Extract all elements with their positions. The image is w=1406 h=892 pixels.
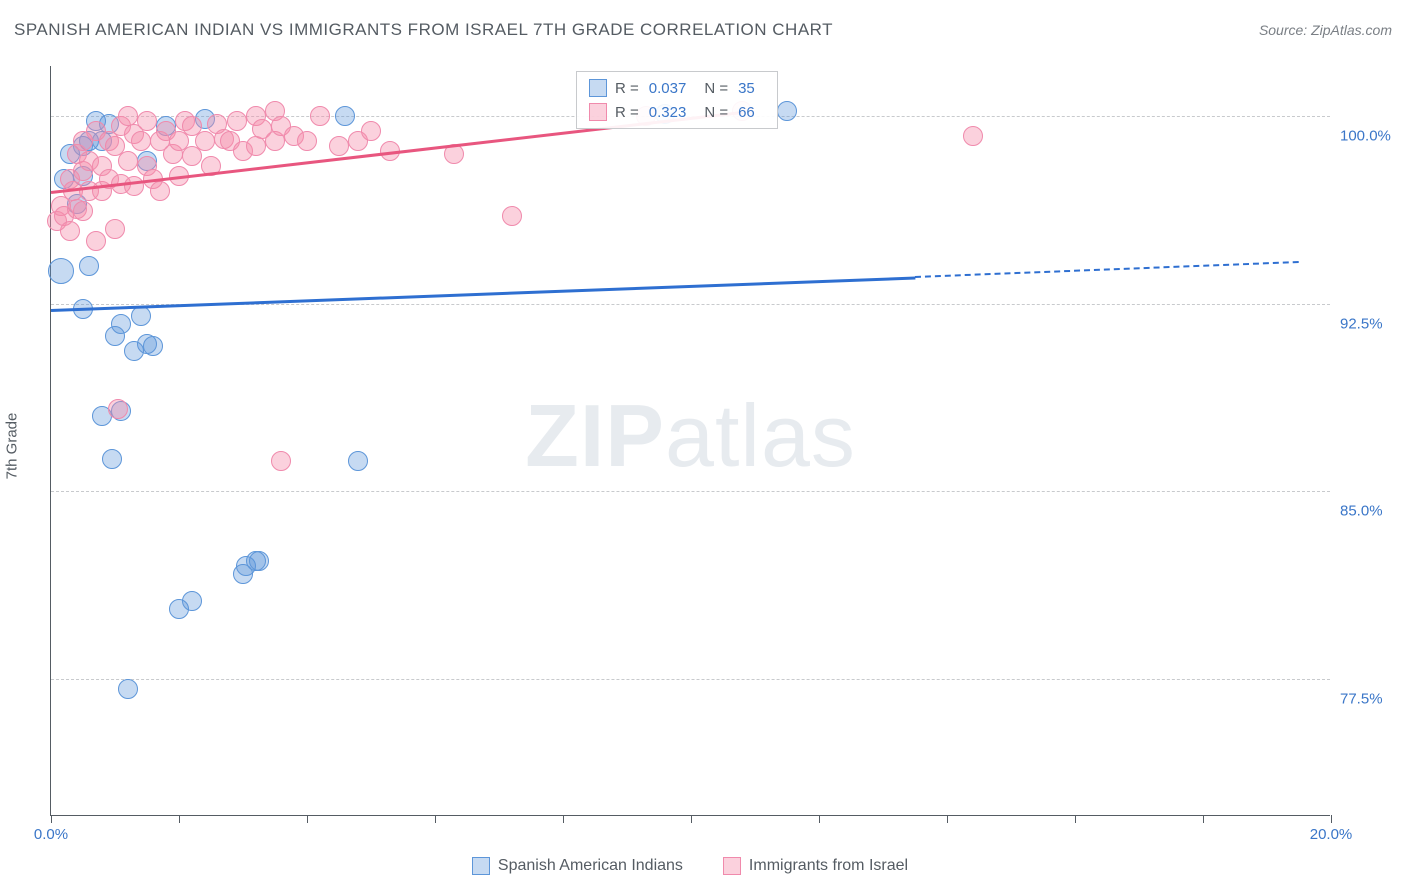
x-tick [1203, 815, 1204, 823]
x-tick [691, 815, 692, 823]
data-point [79, 256, 99, 276]
data-point [348, 451, 368, 471]
x-tick [179, 815, 180, 823]
data-point [502, 206, 522, 226]
data-point [48, 258, 74, 284]
correlation-legend: R = 0.037 N = 35 R = 0.323 N = 66 [576, 71, 778, 129]
corr-n-label: N = [704, 80, 728, 97]
x-tick [819, 815, 820, 823]
watermark-rest: atlas [665, 385, 856, 484]
data-point [102, 449, 122, 469]
legend-item: Spanish American Indians [472, 857, 683, 875]
corr-r-value: 0.323 [649, 104, 687, 121]
data-point [310, 106, 330, 126]
plot-area: ZIPatlas 77.5%85.0%92.5%100.0%0.0%20.0%R… [50, 66, 1330, 816]
y-tick-label: 100.0% [1340, 128, 1400, 145]
legend-swatch [472, 857, 490, 875]
corr-n-label: N = [704, 104, 728, 121]
data-point [182, 591, 202, 611]
watermark-bold: ZIP [525, 385, 665, 484]
y-tick-label: 85.0% [1340, 503, 1400, 520]
data-point [246, 136, 266, 156]
x-tick-label: 20.0% [1310, 826, 1353, 843]
x-tick-label: 0.0% [34, 826, 68, 843]
corr-r-label: R = [615, 80, 639, 97]
watermark: ZIPatlas [525, 384, 856, 486]
corr-r-value: 0.037 [649, 80, 687, 97]
data-point [963, 126, 983, 146]
legend-swatch [723, 857, 741, 875]
legend-item: Immigrants from Israel [723, 857, 908, 875]
x-tick [435, 815, 436, 823]
data-point [143, 336, 163, 356]
data-point [60, 221, 80, 241]
chart-header: SPANISH AMERICAN INDIAN VS IMMIGRANTS FR… [14, 20, 1392, 40]
data-point [335, 106, 355, 126]
correlation-row: R = 0.037 N = 35 [577, 76, 777, 100]
chart-source: Source: ZipAtlas.com [1259, 22, 1392, 38]
data-point [361, 121, 381, 141]
data-point [150, 181, 170, 201]
x-tick [947, 815, 948, 823]
y-axis-label: 7th Grade [4, 413, 21, 480]
data-point [329, 136, 349, 156]
y-tick-label: 92.5% [1340, 315, 1400, 332]
data-point [118, 679, 138, 699]
data-point [86, 231, 106, 251]
x-tick [563, 815, 564, 823]
gridline [51, 491, 1330, 492]
data-point [108, 399, 128, 419]
data-point [131, 131, 151, 151]
corr-r-label: R = [615, 104, 639, 121]
x-tick [51, 815, 52, 823]
data-point [111, 314, 131, 334]
data-point [131, 306, 151, 326]
legend-label: Immigrants from Israel [749, 857, 908, 875]
y-tick-label: 77.5% [1340, 690, 1400, 707]
x-tick [307, 815, 308, 823]
data-point [777, 101, 797, 121]
x-tick [1075, 815, 1076, 823]
data-point [271, 451, 291, 471]
data-point [73, 201, 93, 221]
data-point [118, 151, 138, 171]
data-point [105, 219, 125, 239]
bottom-legend: Spanish American Indians Immigrants from … [50, 857, 1330, 880]
data-point [297, 131, 317, 151]
trend-line [51, 276, 915, 311]
x-tick [1331, 815, 1332, 823]
gridline [51, 679, 1330, 680]
legend-swatch [589, 103, 607, 121]
corr-n-value: 35 [738, 80, 755, 97]
corr-n-value: 66 [738, 104, 755, 121]
legend-label: Spanish American Indians [498, 857, 683, 875]
chart-title: SPANISH AMERICAN INDIAN VS IMMIGRANTS FR… [14, 20, 833, 40]
data-point [249, 551, 269, 571]
data-point [137, 111, 157, 131]
data-point [124, 176, 144, 196]
legend-swatch [589, 79, 607, 97]
data-point [227, 111, 247, 131]
data-point [195, 131, 215, 151]
correlation-row: R = 0.323 N = 66 [577, 100, 777, 124]
trend-line [915, 261, 1299, 278]
